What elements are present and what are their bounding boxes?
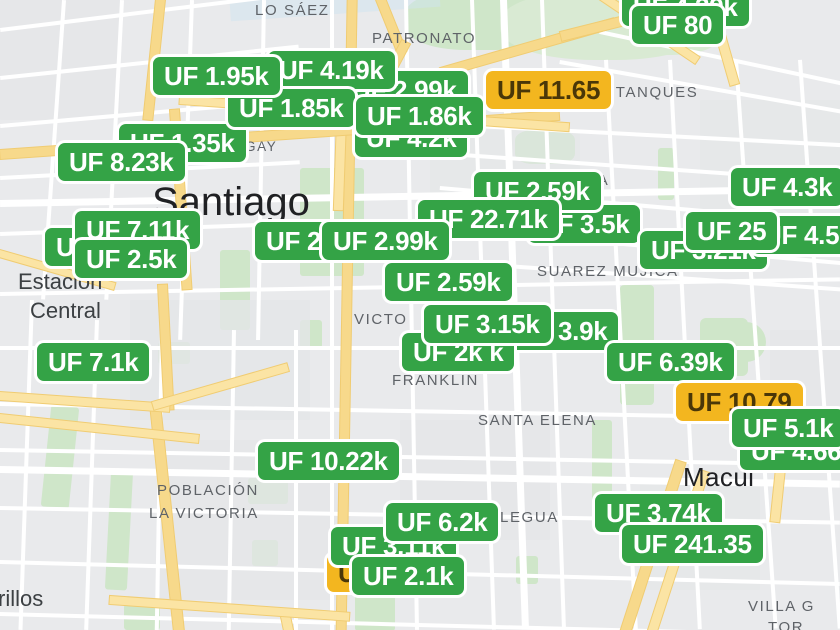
price-marker[interactable]: UF 7.1k [37,343,150,381]
price-marker[interactable]: UF 4.19k [268,51,395,89]
price-marker[interactable]: UF 2.5k [75,240,188,278]
park-strip [658,148,674,200]
park-strip [592,420,612,510]
price-marker[interactable]: UF 5.1k [732,409,840,447]
street [330,0,334,630]
price-marker[interactable]: UF 3.15k [424,305,551,343]
price-marker[interactable]: UF 1.85k [228,89,355,127]
price-marker[interactable]: UF 80 [632,6,724,44]
price-marker[interactable]: UF 2.1k [352,557,465,595]
price-marker[interactable]: UF 241.35 [622,525,763,563]
price-marker[interactable]: UF 8.23k [58,143,185,181]
price-marker[interactable]: UF 6.2k [386,503,499,541]
price-marker[interactable]: UF 6.39k [607,343,734,381]
street [294,330,298,630]
price-marker[interactable]: UF 2.59k [385,263,512,301]
price-marker[interactable]: UF 10.22k [258,442,399,480]
price-marker[interactable]: UF 2.99k [322,222,449,260]
price-marker[interactable]: UF 25 [686,212,778,250]
price-marker[interactable]: UF 4.3k [731,168,840,206]
price-marker[interactable]: UF 1.86k [356,97,483,135]
price-marker[interactable]: UF 1.95k [153,57,280,95]
price-marker[interactable]: UF 11.65 [486,71,612,109]
